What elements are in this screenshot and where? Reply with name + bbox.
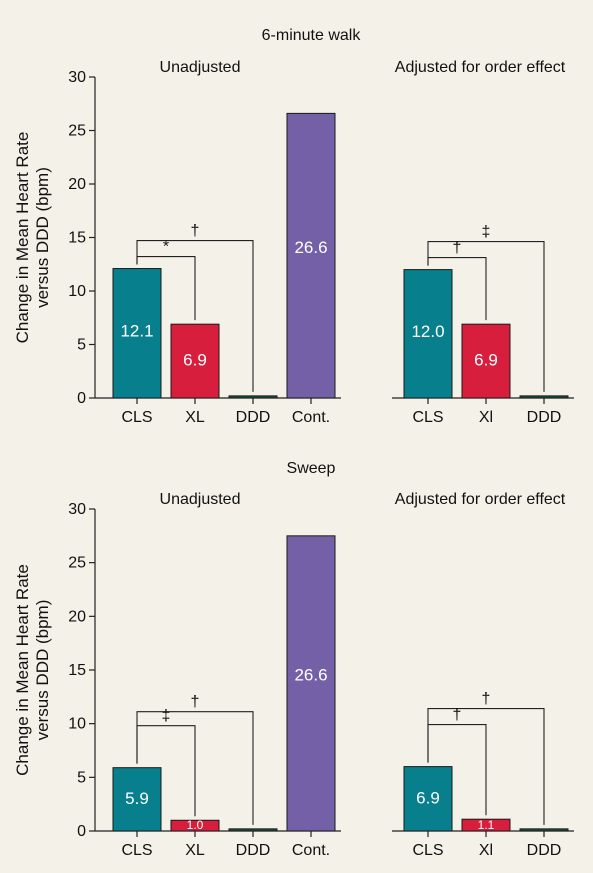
group-label: Adjusted for order effect [395,491,566,508]
x-tick-label: XL [185,409,205,426]
y-tick-label: 0 [77,390,86,407]
x-tick-label: DDD [527,409,562,426]
y-tick-label: 30 [68,69,86,86]
y-tick-label: 10 [68,283,86,300]
significance-symbol: † [453,707,462,724]
x-tick-label: XL [185,842,205,859]
bar-ddd [519,395,569,399]
y-tick-label: 20 [68,608,86,625]
data-label: 1.1 [478,818,495,832]
y-tick-label: 5 [77,337,86,354]
y-tick-label: 25 [68,123,86,140]
x-tick-label: Cont. [292,842,330,859]
y-tick-label: 30 [68,501,86,518]
bar-cls [112,767,162,832]
data-label: 6.9 [416,789,440,808]
x-tick-label: CLS [121,409,152,426]
bar-cls [403,766,453,832]
significance-bracket [427,724,487,816]
data-label: 1.0 [187,818,204,832]
group-label: Adjusted for order effect [395,59,566,76]
x-tick-label: CLS [121,842,152,859]
chart-panel-1: 6-minute walk Change in Mean Heart Rate ve… [13,27,574,426]
y-axis-label: versus DDD (bpm) [33,167,52,308]
data-label: 26.6 [294,238,327,257]
significance-symbol: † [191,694,200,711]
bar-ddd [228,828,278,832]
significance-bracket [136,239,254,392]
data-label: 26.6 [294,666,327,685]
significance-symbol: † [482,691,491,708]
bar-cont [286,112,336,399]
bar-xl [461,323,511,399]
data-label: 5.9 [125,789,149,808]
significance-bracket [427,257,487,321]
y-tick-label: 10 [68,716,86,733]
bar-ddd [228,395,278,399]
data-label: 12.0 [411,322,444,341]
x-tick-label: Cont. [292,409,330,426]
bar-xl [170,323,220,399]
significance-bracket [427,241,545,392]
significance-symbol: ‡ [482,224,491,241]
data-label: 6.9 [474,351,498,370]
y-axis-label: Change in Mean Heart Rate [13,132,32,344]
significance-symbol: ‡ [162,708,171,725]
significance-symbol: † [453,240,462,257]
bar-cls [112,268,162,399]
x-tick-label: DDD [527,842,562,859]
y-tick-label: 15 [68,230,86,247]
bar-cls [403,269,453,399]
x-tick-label: Xl [479,842,493,859]
significance-symbol: † [191,223,200,240]
x-tick-label: CLS [412,409,443,426]
y-axis-label: Change in Mean Heart Rate [13,564,32,776]
y-tick-label: 20 [68,176,86,193]
x-tick-label: DDD [236,409,271,426]
y-tick-label: 5 [77,769,86,786]
significance-bracket [136,255,196,321]
data-label: 6.9 [183,351,207,370]
x-tick-label: Xl [479,409,493,426]
y-tick-label: 15 [68,662,86,679]
significance-bracket [136,725,196,817]
y-tick-label: 0 [77,823,86,840]
group-label: Unadjusted [160,491,241,508]
x-tick-label: CLS [412,842,443,859]
significance-symbol: * [163,239,169,256]
bar-ddd [519,828,569,832]
group-label: Unadjusted [160,59,241,76]
chart-title: Sweep [287,460,336,477]
y-axis-label: versus DDD (bpm) [33,600,52,741]
data-label: 12.1 [120,322,153,341]
bar-cont [286,535,336,832]
chart-title: 6-minute walk [262,27,362,44]
chart-panel-2: Sweep Change in Mean Heart Rate versus DDD… [13,460,574,859]
x-tick-label: DDD [236,842,271,859]
y-tick-label: 25 [68,555,86,572]
